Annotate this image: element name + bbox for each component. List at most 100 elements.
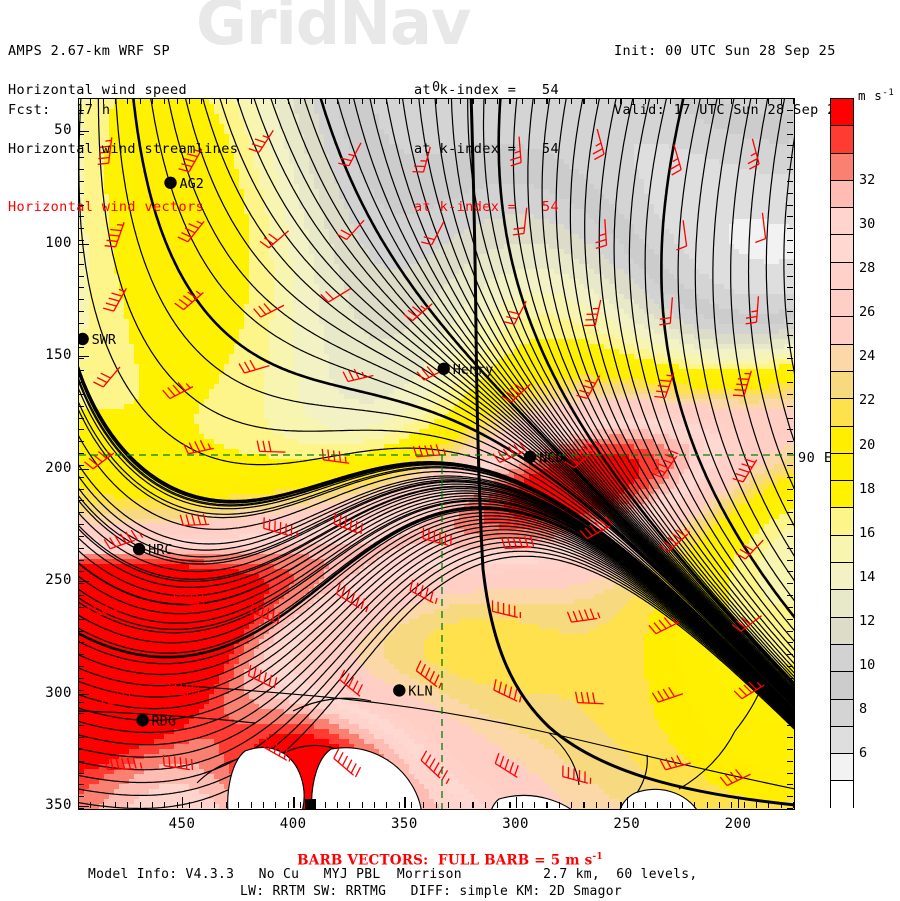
right-axis-minor-tick bbox=[787, 453, 793, 454]
top-axis-minor-tick bbox=[214, 98, 215, 104]
y-axis-minor-tick bbox=[78, 512, 84, 513]
y-axis-minor-tick bbox=[78, 145, 84, 146]
x-axis-minor-tick bbox=[374, 802, 375, 808]
top-axis-minor-tick bbox=[448, 98, 449, 104]
top-axis-minor-tick bbox=[694, 98, 695, 104]
x-axis-minor-tick bbox=[670, 802, 671, 808]
x-axis-minor-tick bbox=[312, 802, 313, 808]
right-axis-minor-tick bbox=[787, 477, 793, 478]
colorbar-swatch bbox=[831, 700, 853, 727]
x-axis-tick bbox=[293, 797, 294, 808]
y-axis-minor-tick bbox=[78, 110, 84, 111]
top-axis-minor-tick bbox=[682, 98, 683, 104]
x-axis-minor-tick bbox=[300, 802, 301, 808]
top-longitude-label: 0 bbox=[432, 79, 441, 95]
model-info-line-2: LW: RRTM SW: RRTMG DIFF: simple KM: 2D S… bbox=[240, 883, 622, 901]
right-axis-minor-tick bbox=[787, 287, 793, 288]
right-axis-minor-tick bbox=[787, 335, 793, 336]
x-axis-minor-tick bbox=[546, 802, 547, 808]
colorbar-swatch bbox=[831, 781, 853, 808]
colorbar-swatch bbox=[831, 181, 853, 208]
colorbar-swatch bbox=[831, 399, 853, 426]
right-axis-minor-tick bbox=[787, 370, 793, 371]
y-axis-minor-tick bbox=[78, 465, 84, 466]
right-axis-minor-tick bbox=[787, 524, 793, 525]
y-axis-minor-tick bbox=[78, 784, 84, 785]
field-name-2: Horizontal wind vectors bbox=[8, 198, 238, 218]
y-axis-minor-tick bbox=[78, 299, 84, 300]
top-axis-minor-tick bbox=[534, 98, 535, 104]
x-axis-minor-tick bbox=[436, 802, 437, 808]
top-axis-minor-tick bbox=[583, 98, 584, 104]
top-axis-minor-tick bbox=[768, 98, 769, 104]
colorbar-swatch bbox=[831, 727, 853, 754]
x-axis-minor-tick bbox=[583, 802, 584, 808]
colorbar-swatch bbox=[831, 481, 853, 508]
top-axis-minor-tick bbox=[411, 98, 412, 104]
right-axis-minor-tick bbox=[787, 394, 793, 395]
right-axis-minor-tick bbox=[787, 134, 793, 135]
y-axis-minor-tick bbox=[78, 394, 84, 395]
x-axis-minor-tick bbox=[288, 802, 289, 808]
top-axis-minor-tick bbox=[349, 98, 350, 104]
top-axis-minor-tick bbox=[263, 98, 264, 104]
x-axis-minor-tick bbox=[534, 802, 535, 808]
right-axis-minor-tick bbox=[787, 631, 793, 632]
colorbar-swatch bbox=[831, 372, 853, 399]
colorbar-tick-label: 16 bbox=[859, 525, 875, 541]
y-axis-tick-label: 200 bbox=[26, 460, 72, 476]
top-axis-minor-tick bbox=[596, 98, 597, 104]
x-axis-minor-tick bbox=[103, 802, 104, 808]
y-axis-minor-tick bbox=[78, 678, 84, 679]
top-axis-minor-tick bbox=[657, 98, 658, 104]
right-axis-minor-tick bbox=[787, 713, 793, 714]
colorbar[interactable] bbox=[830, 98, 854, 808]
y-axis-minor-tick bbox=[78, 713, 84, 714]
top-axis-minor-tick bbox=[362, 98, 363, 104]
top-axis-minor-tick bbox=[164, 98, 165, 104]
x-axis-minor-tick bbox=[744, 802, 745, 808]
right-axis-minor-tick bbox=[787, 500, 793, 501]
x-axis-minor-tick bbox=[793, 802, 794, 808]
x-axis-minor-tick bbox=[115, 802, 116, 808]
right-longitude-label: 90 E bbox=[798, 450, 833, 466]
field-level-list: at k-index = 54 at k-index = 54 at k-ind… bbox=[414, 42, 559, 257]
colorbar-tick-label: 6 bbox=[859, 745, 867, 761]
y-axis-minor-tick bbox=[78, 335, 84, 336]
x-axis-minor-tick bbox=[251, 802, 252, 808]
top-axis-minor-tick bbox=[275, 98, 276, 104]
field-name-1: Horizontal wind streamlines bbox=[8, 140, 238, 160]
field-level-1: at k-index = 54 bbox=[414, 140, 559, 160]
x-axis-minor-tick bbox=[263, 802, 264, 808]
right-axis-minor-tick bbox=[787, 725, 793, 726]
y-axis-minor-tick bbox=[78, 264, 84, 265]
right-axis-minor-tick bbox=[787, 252, 793, 253]
x-axis-minor-tick bbox=[497, 802, 498, 808]
top-axis-minor-tick bbox=[288, 98, 289, 104]
x-axis-minor-tick bbox=[596, 802, 597, 808]
right-axis-minor-tick bbox=[787, 323, 793, 324]
y-axis-tick-label: 150 bbox=[26, 347, 72, 363]
x-axis-minor-tick bbox=[423, 802, 424, 808]
x-axis-minor-tick bbox=[509, 802, 510, 808]
station-label: RDG bbox=[152, 713, 176, 729]
x-axis-minor-tick bbox=[411, 802, 412, 808]
right-axis-minor-tick bbox=[787, 654, 793, 655]
right-axis-minor-tick bbox=[787, 583, 793, 584]
right-axis-minor-tick bbox=[787, 773, 793, 774]
top-axis-minor-tick bbox=[399, 98, 400, 104]
field-level-2: at k-index = 54 bbox=[414, 198, 559, 218]
colorbar-tick-label: 32 bbox=[859, 172, 875, 188]
init-time: Init: 00 UTC Sun 28 Sep 25 bbox=[614, 42, 844, 62]
right-axis-minor-tick bbox=[787, 157, 793, 158]
right-axis-minor-tick bbox=[787, 382, 793, 383]
top-axis-minor-tick bbox=[546, 98, 547, 104]
x-axis-minor-tick bbox=[214, 802, 215, 808]
x-axis-minor-tick bbox=[645, 802, 646, 808]
y-axis-minor-tick bbox=[78, 642, 84, 643]
right-axis-minor-tick bbox=[787, 749, 793, 750]
right-axis-minor-tick bbox=[787, 678, 793, 679]
top-axis-minor-tick bbox=[90, 98, 91, 104]
top-axis-minor-tick bbox=[756, 98, 757, 104]
top-axis-minor-tick bbox=[140, 98, 141, 104]
